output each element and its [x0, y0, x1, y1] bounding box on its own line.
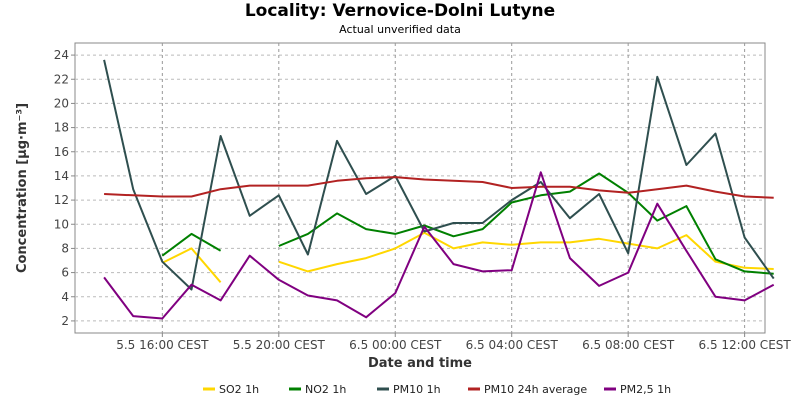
y-tick-label: 14 — [54, 169, 69, 183]
x-tick-label: 6.5 00:00 CEST — [349, 338, 442, 352]
x-tick-label: 6.5 04:00 CEST — [466, 338, 559, 352]
y-tick-label: 2 — [61, 314, 69, 328]
series-line-3 — [104, 176, 774, 199]
y-tick-label: 10 — [54, 217, 69, 231]
legend-label: PM2,5 1h — [620, 383, 671, 396]
y-tick-label: 6 — [61, 266, 69, 280]
x-axis-label: Date and time — [368, 356, 472, 371]
grid-lines — [75, 43, 765, 333]
y-tick-label: 8 — [61, 241, 69, 255]
series-line-2 — [103, 59, 775, 291]
series-line-1 — [161, 232, 222, 257]
legend: SO2 1h NO2 1h PM10 1h PM10 24h average PM2,5… — [203, 383, 671, 396]
chart-subtitle: Actual unverified data — [339, 23, 461, 36]
y-tick-label: 22 — [54, 72, 69, 86]
series-line-4 — [103, 171, 775, 320]
series-line-1 — [278, 172, 774, 275]
x-tick-label: 5.5 20:00 CEST — [233, 338, 326, 352]
y-tick-label: 4 — [61, 290, 69, 304]
x-tick-label: 6.5 08:00 CEST — [582, 338, 675, 352]
series-line-0 — [161, 247, 222, 283]
chart-title: Locality: Vernovice-Dolni Lutyne — [244, 1, 556, 21]
y-tick-label: 12 — [54, 193, 69, 207]
legend-label: PM10 24h average — [484, 383, 587, 396]
y-tick-label: 18 — [54, 121, 69, 135]
series-line-0 — [278, 231, 774, 273]
legend-label: NO2 1h — [305, 383, 346, 396]
y-axis-label: Concentration [µg·m⁻³] — [15, 103, 30, 273]
y-tick-label: 20 — [54, 96, 69, 110]
y-tick-label: 16 — [54, 145, 69, 159]
plot-area — [74, 42, 766, 334]
x-tick-label: 5.5 16:00 CEST — [116, 338, 209, 352]
legend-label: SO2 1h — [219, 383, 259, 396]
y-tick-label: 24 — [54, 48, 69, 62]
x-tick-label: 6.5 12:00 CEST — [699, 338, 792, 352]
series-lines — [103, 59, 775, 320]
x-axis-ticks: 5.5 16:00 CEST 5.5 20:00 CEST 6.5 00:00 CE… — [116, 333, 791, 352]
legend-label: PM10 1h — [393, 383, 441, 396]
